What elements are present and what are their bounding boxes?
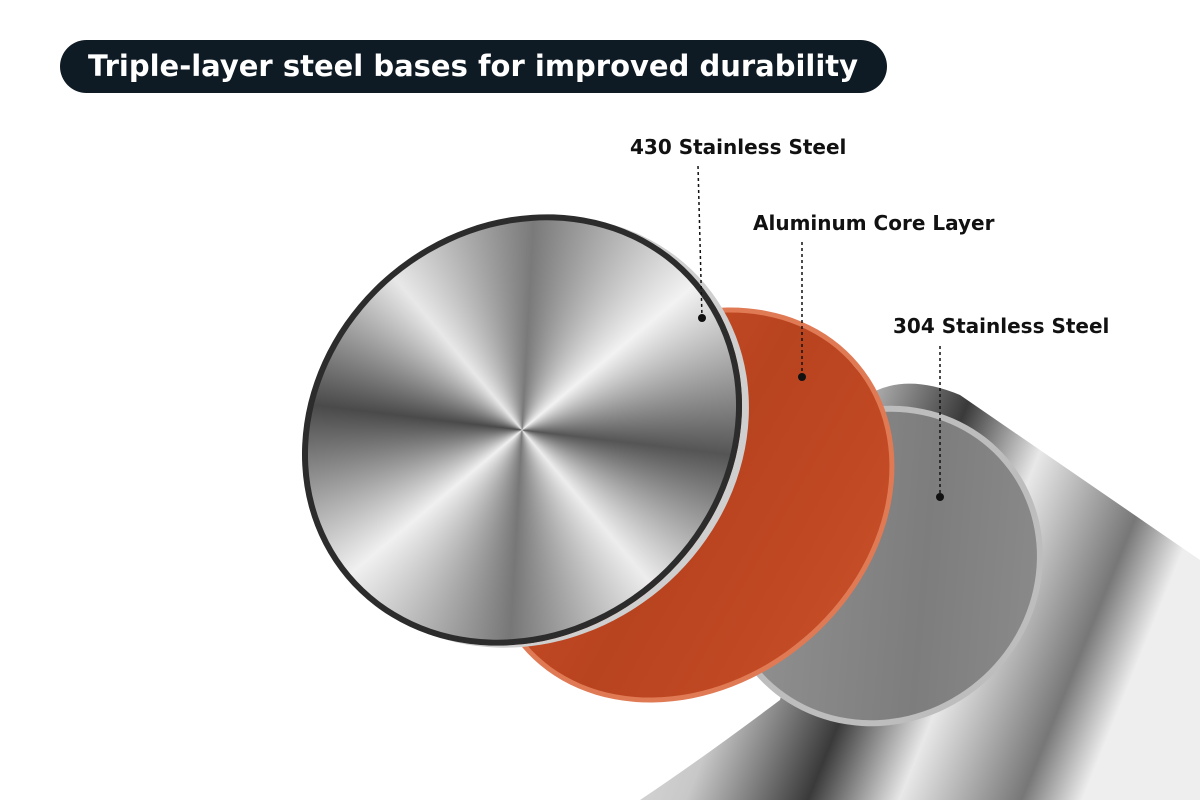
callout-dot [698,314,706,322]
title: Triple-layer steel bases for improved du… [60,40,887,93]
layer-label: 430 Stainless Steel [630,135,847,159]
layer-label: 304 Stainless Steel [893,314,1110,338]
callout-line [697,165,703,319]
layer-label: Aluminum Core Layer [753,211,995,235]
callout-dot [798,373,806,381]
callout-dot [936,493,944,501]
